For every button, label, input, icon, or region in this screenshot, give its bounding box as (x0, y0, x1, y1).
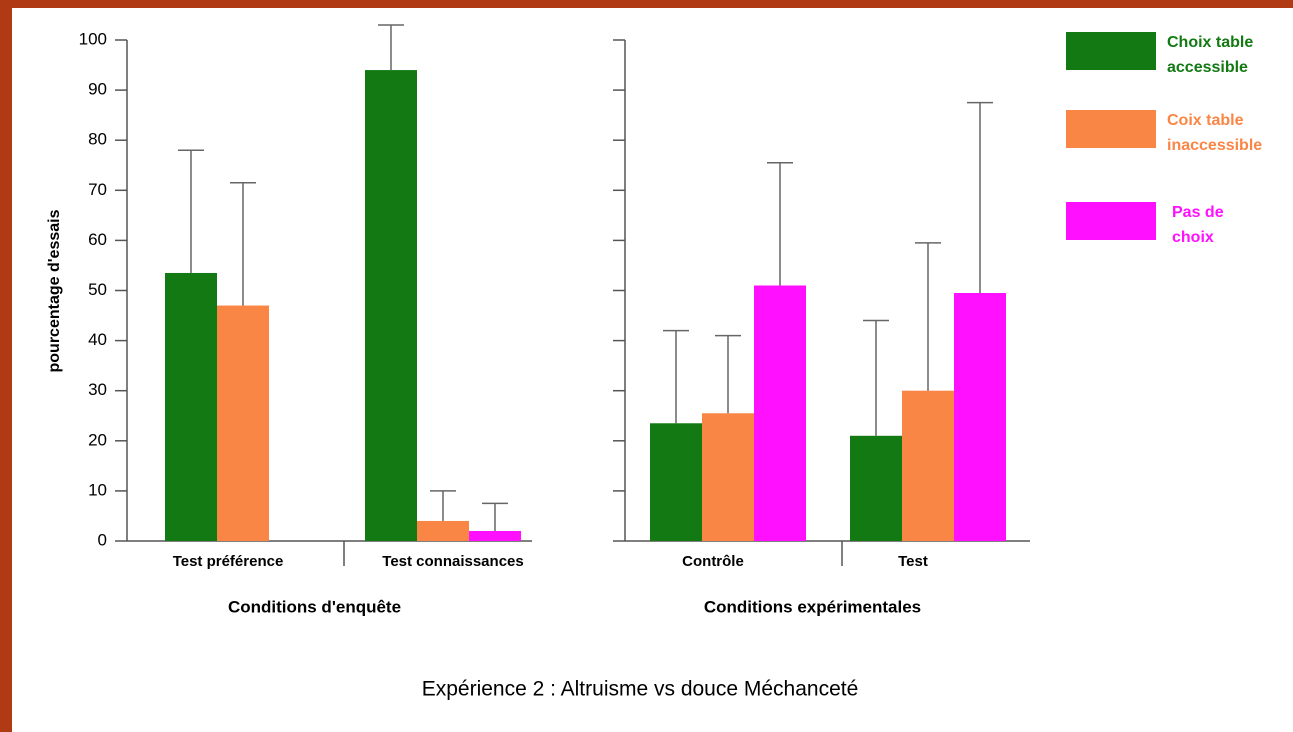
error-bar (663, 329, 689, 424)
bar (417, 520, 469, 541)
y-tick-label: 70 (88, 180, 107, 199)
bar (365, 70, 417, 541)
legend-swatch (1066, 110, 1156, 148)
error-bar (767, 161, 793, 286)
y-tick-label: 90 (88, 80, 107, 99)
bar (954, 293, 1006, 541)
y-tick-label: 60 (88, 230, 107, 249)
y-tick-label: 20 (88, 430, 107, 449)
error-bar (378, 24, 404, 71)
bar (754, 285, 806, 541)
bar (650, 423, 702, 541)
y-axis-label: pourcentage d'essais (46, 209, 63, 372)
legend-label: Choix table accessible (1167, 34, 1254, 76)
x-tick-label: Test (898, 553, 928, 570)
error-bar (430, 490, 456, 521)
bar (217, 305, 269, 541)
bar (165, 272, 217, 541)
bar (469, 530, 521, 541)
chart-title: Expérience 2 : Altruisme vs douce Méchan… (422, 678, 859, 701)
y-tick-label: 10 (88, 480, 107, 499)
y-tick-label: 40 (88, 330, 107, 349)
legend-swatch (1066, 202, 1156, 240)
x-tick-label: Contrôle (682, 553, 744, 570)
bar (850, 435, 902, 541)
x-axis-label: Conditions expérimentales (704, 597, 921, 616)
y-tick-label: 80 (88, 130, 107, 149)
error-bar (230, 182, 256, 306)
error-bar (915, 242, 941, 391)
y-tick-label: 0 (98, 530, 107, 549)
legend-label: Coix table inaccessible (1167, 112, 1263, 154)
y-tick-label: 100 (79, 29, 107, 48)
error-bar (863, 319, 889, 436)
error-bar (482, 502, 508, 531)
error-bar (178, 149, 204, 273)
error-bar (967, 101, 993, 294)
bar (702, 413, 754, 541)
x-tick-label: Test connaissances (382, 553, 523, 570)
bar (902, 390, 954, 541)
error-bar (715, 334, 741, 414)
x-axis-label: Conditions d'enquête (228, 597, 401, 616)
y-tick-label: 30 (88, 380, 107, 399)
y-tick-label: 50 (88, 280, 107, 299)
legend-label: Pas de choix (1172, 204, 1224, 246)
legend-swatch (1066, 32, 1156, 70)
x-tick-label: Test préférence (173, 553, 284, 570)
